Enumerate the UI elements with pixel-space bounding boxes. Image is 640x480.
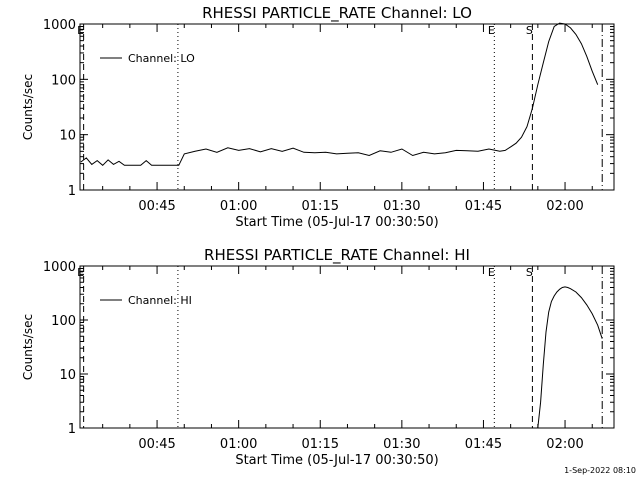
y-tick-label: 100 [51,314,76,329]
x-tick-label: 01:45 [465,437,502,452]
footer-timestamp: 1-Sep-2022 08:10 [564,466,636,475]
data-series-line [80,22,599,166]
x-tick-label: 01:30 [383,199,420,214]
event-marker-label: E [488,24,495,37]
y-tick-label: 1000 [43,18,76,33]
x-tick-label: 02:00 [546,199,583,214]
plot-frame [79,265,615,429]
y-axis-label: Counts/sec [21,74,35,140]
event-marker-label: E [77,266,84,279]
y-tick-label: 100 [51,73,76,88]
x-tick-label: 02:00 [546,437,583,452]
x-tick-label: 01:00 [220,199,257,214]
x-axis-label: Start Time (05-Jul-17 00:30:50) [235,453,438,468]
x-tick-label: 01:45 [465,199,502,214]
x-axis-label: Start Time (05-Jul-17 00:30:50) [235,215,438,230]
y-tick-label: 1 [68,422,76,437]
chart-title: RHESSI PARTICLE_RATE Channel: HI [204,246,470,265]
event-marker-label: E [488,266,495,279]
legend-label: Channel: LO [128,52,195,65]
x-tick-label: 01:30 [383,437,420,452]
x-tick-label: 00:45 [138,437,175,452]
event-marker-label: S [526,24,533,37]
y-axis-label: Counts/sec [21,314,35,380]
data-series-line [537,286,603,429]
y-tick-label: 10 [59,368,76,383]
x-tick-label: 01:00 [220,437,257,452]
x-tick-label: 00:45 [138,199,175,214]
x-tick-label: 01:15 [302,437,339,452]
event-marker-label: S [526,266,533,279]
event-marker-label: E [77,24,84,37]
y-tick-label: 1 [68,184,76,199]
y-tick-label: 10 [59,129,76,144]
y-tick-label: 1000 [43,260,76,275]
legend-label: Channel: HI [128,294,192,307]
x-tick-label: 01:15 [302,199,339,214]
chart-title: RHESSI PARTICLE_RATE Channel: LO [202,4,472,23]
